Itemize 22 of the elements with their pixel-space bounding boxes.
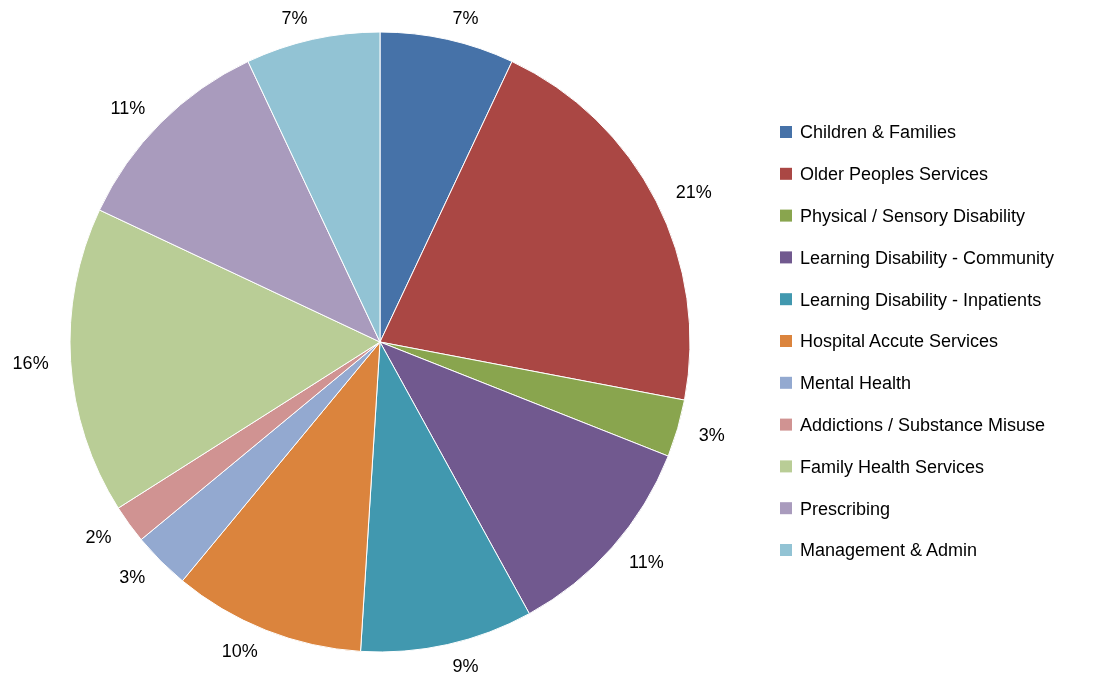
legend-label: Prescribing	[800, 498, 891, 519]
legend-label: Physical / Sensory Disability	[800, 205, 1026, 226]
legend-label: Mental Health	[800, 373, 912, 394]
legend-label: Management & Admin	[800, 540, 978, 561]
data-label: 3%	[698, 424, 725, 445]
data-label: 11%	[629, 551, 664, 572]
data-label: 9%	[452, 656, 479, 677]
legend-label: Hospital Accute Services	[800, 331, 999, 352]
legend-label: Addictions / Substance Misuse	[800, 414, 1046, 435]
legend-label: Learning Disability - Inpatients	[800, 289, 1042, 310]
legend-label: Older Peoples Services	[800, 164, 989, 185]
data-label: 21%	[675, 181, 712, 202]
legend-label: Children & Families	[800, 122, 957, 143]
data-label: 11%	[110, 97, 146, 118]
data-label: 7%	[281, 8, 308, 29]
legend-label: Learning Disability - Community	[800, 247, 1055, 268]
data-label: 7%	[452, 8, 479, 29]
data-label: 3%	[119, 567, 146, 588]
legend-label: Family Health Services	[800, 456, 985, 477]
data-label: 16%	[12, 353, 49, 374]
data-label: 10%	[221, 640, 258, 661]
data-label: 2%	[85, 527, 112, 548]
